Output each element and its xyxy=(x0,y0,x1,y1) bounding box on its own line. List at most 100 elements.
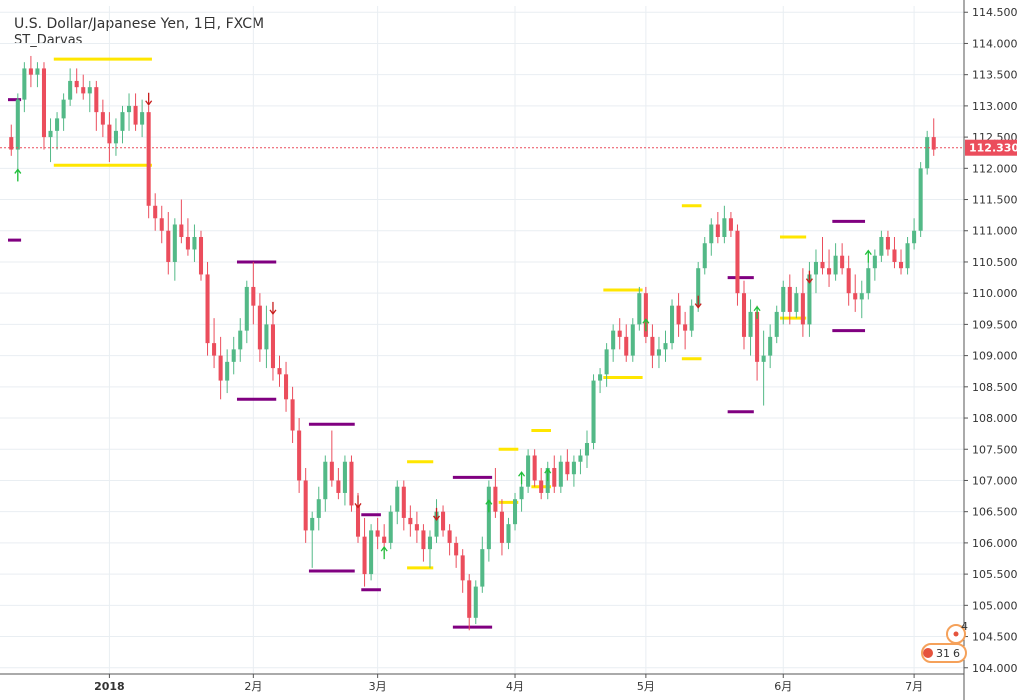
candle-body[interactable] xyxy=(257,305,262,350)
candle-body[interactable] xyxy=(683,324,688,331)
candle-body[interactable] xyxy=(499,511,504,543)
candle-body[interactable] xyxy=(205,274,210,344)
candle-body[interactable] xyxy=(133,105,138,125)
candle-body[interactable] xyxy=(584,443,590,456)
candle-body[interactable] xyxy=(441,511,446,531)
candle-body[interactable] xyxy=(663,343,668,350)
candle-body[interactable] xyxy=(303,480,308,531)
candle-body[interactable] xyxy=(140,112,145,125)
candle-body[interactable] xyxy=(879,236,884,256)
candle-body[interactable] xyxy=(898,261,904,269)
candle-body[interactable] xyxy=(264,324,269,350)
candle-body[interactable] xyxy=(323,461,328,500)
candle-body[interactable] xyxy=(761,355,766,362)
candle-body[interactable] xyxy=(22,68,27,100)
candle-body[interactable] xyxy=(179,224,184,237)
candle-body[interactable] xyxy=(100,112,105,125)
candle-body[interactable] xyxy=(401,486,406,518)
candle-body[interactable] xyxy=(238,330,243,350)
candle-body[interactable] xyxy=(866,268,871,294)
candle-body[interactable] xyxy=(493,486,498,512)
candle-body[interactable] xyxy=(355,505,361,537)
candle-body[interactable] xyxy=(833,255,838,275)
candle-body[interactable] xyxy=(284,374,289,400)
candle-body[interactable] xyxy=(912,230,917,244)
candle-body[interactable] xyxy=(9,137,14,150)
candle-body[interactable] xyxy=(650,336,655,356)
candle-body[interactable] xyxy=(552,467,557,487)
candle-body[interactable] xyxy=(41,68,47,138)
candle-body[interactable] xyxy=(388,511,393,543)
candle-body[interactable] xyxy=(846,268,851,294)
candle-body[interactable] xyxy=(820,261,825,269)
candle-body[interactable] xyxy=(885,236,890,250)
candle-body[interactable] xyxy=(290,399,295,431)
candle-body[interactable] xyxy=(349,461,354,506)
candle-body[interactable] xyxy=(519,486,524,500)
candle-body[interactable] xyxy=(781,286,786,312)
candle-body[interactable] xyxy=(15,99,20,150)
candle-body[interactable] xyxy=(604,349,609,375)
candle-body[interactable] xyxy=(853,293,858,300)
candle-body[interactable] xyxy=(768,336,773,356)
candle-body[interactable] xyxy=(735,230,740,294)
candle-body[interactable] xyxy=(486,486,491,550)
candle-body[interactable] xyxy=(506,524,511,543)
candle-body[interactable] xyxy=(918,168,923,231)
candle-body[interactable] xyxy=(526,455,531,487)
candle-body[interactable] xyxy=(55,118,60,131)
candle-body[interactable] xyxy=(578,455,583,462)
candle-body[interactable] xyxy=(297,430,302,481)
candle-body[interactable] xyxy=(892,249,897,262)
candle-body[interactable] xyxy=(558,461,563,487)
candle-body[interactable] xyxy=(670,305,675,344)
candle-body[interactable] xyxy=(113,130,118,144)
candle-body[interactable] xyxy=(127,105,132,113)
candle-body[interactable] xyxy=(81,87,86,94)
candle-body[interactable] xyxy=(800,293,805,325)
candle-body[interactable] xyxy=(198,236,204,275)
candle-body[interactable] xyxy=(414,524,419,531)
candle-body[interactable] xyxy=(591,380,596,444)
candle-body[interactable] xyxy=(454,542,459,556)
candle-body[interactable] xyxy=(813,261,818,275)
candle-body[interactable] xyxy=(153,205,158,219)
candle-body[interactable] xyxy=(336,480,341,493)
candle-body[interactable] xyxy=(61,99,66,119)
candle-body[interactable] xyxy=(480,549,485,587)
candle-body[interactable] xyxy=(172,224,177,262)
candle-body[interactable] xyxy=(87,87,92,94)
candle-body[interactable] xyxy=(512,499,518,525)
candle-body[interactable] xyxy=(408,517,413,525)
candle-body[interactable] xyxy=(251,286,256,306)
candle-body[interactable] xyxy=(369,530,374,575)
candle-body[interactable] xyxy=(827,268,832,275)
candle-body[interactable] xyxy=(35,68,40,75)
candle-body[interactable] xyxy=(375,530,380,537)
candle-body[interactable] xyxy=(460,555,465,581)
candle-body[interactable] xyxy=(598,374,603,381)
candle-body[interactable] xyxy=(689,305,694,331)
candle-body[interactable] xyxy=(212,343,217,356)
candle-body[interactable] xyxy=(362,536,367,575)
candle-body[interactable] xyxy=(637,293,642,325)
candle-body[interactable] xyxy=(74,80,79,88)
candle-body[interactable] xyxy=(925,137,930,169)
candle-body[interactable] xyxy=(709,224,714,244)
candle-body[interactable] xyxy=(434,511,439,537)
candle-body[interactable] xyxy=(447,530,452,543)
candle-body[interactable] xyxy=(807,274,812,325)
candle-body[interactable] xyxy=(421,530,426,550)
candle-body[interactable] xyxy=(231,349,236,362)
candle-body[interactable] xyxy=(859,293,864,300)
candle-body[interactable] xyxy=(722,218,727,237)
candle-body[interactable] xyxy=(630,324,635,356)
candle-body[interactable] xyxy=(565,461,570,475)
candle-body[interactable] xyxy=(643,293,648,337)
candle-body[interactable] xyxy=(696,268,701,306)
candle-body[interactable] xyxy=(571,461,576,475)
candle-body[interactable] xyxy=(218,355,223,381)
candle-body[interactable] xyxy=(382,536,387,543)
candle-body[interactable] xyxy=(787,286,792,312)
